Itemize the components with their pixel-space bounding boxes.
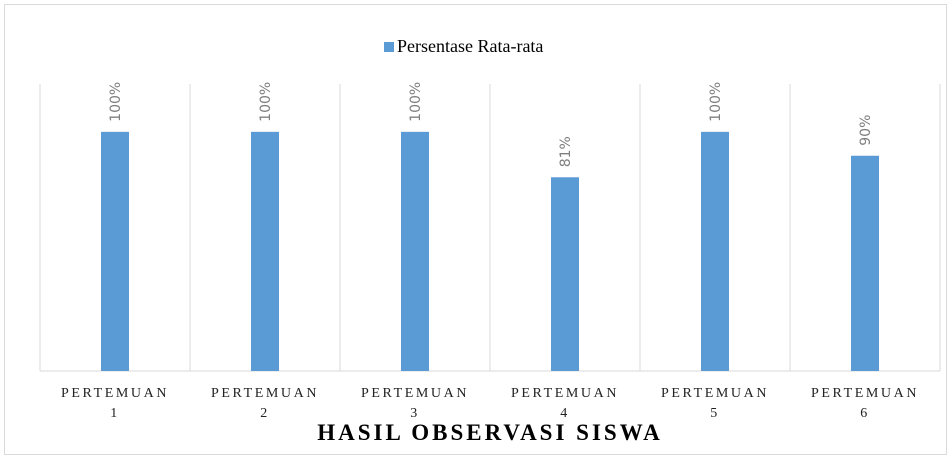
data-label: 100% xyxy=(408,82,424,122)
x-tick-label: PERTEMUAN 2 xyxy=(210,386,320,421)
legend-swatch xyxy=(384,42,394,52)
data-label: 100% xyxy=(258,82,274,122)
chart-title: HASIL OBSERVASI SISWA xyxy=(317,420,663,445)
bar xyxy=(251,131,279,371)
bar xyxy=(551,177,579,371)
data-label: 100% xyxy=(108,82,124,122)
chart-border xyxy=(4,4,947,455)
data-label: 90% xyxy=(858,115,874,146)
bar xyxy=(401,131,429,371)
data-label: 100% xyxy=(708,82,724,122)
bar xyxy=(851,155,879,371)
x-tick-label: PERTEMUAN 1 xyxy=(60,386,170,421)
data-label: 81% xyxy=(558,136,574,167)
x-tick-label: PERTEMUAN 4 xyxy=(510,386,620,421)
bar xyxy=(701,131,729,371)
x-tick-label: PERTEMUAN 3 xyxy=(360,386,470,421)
x-tick-label: PERTEMUAN 5 xyxy=(660,386,770,421)
legend-label: Persentase Rata-rata xyxy=(397,36,543,56)
bar xyxy=(101,131,129,371)
x-tick-label: PERTEMUAN 6 xyxy=(810,386,920,421)
